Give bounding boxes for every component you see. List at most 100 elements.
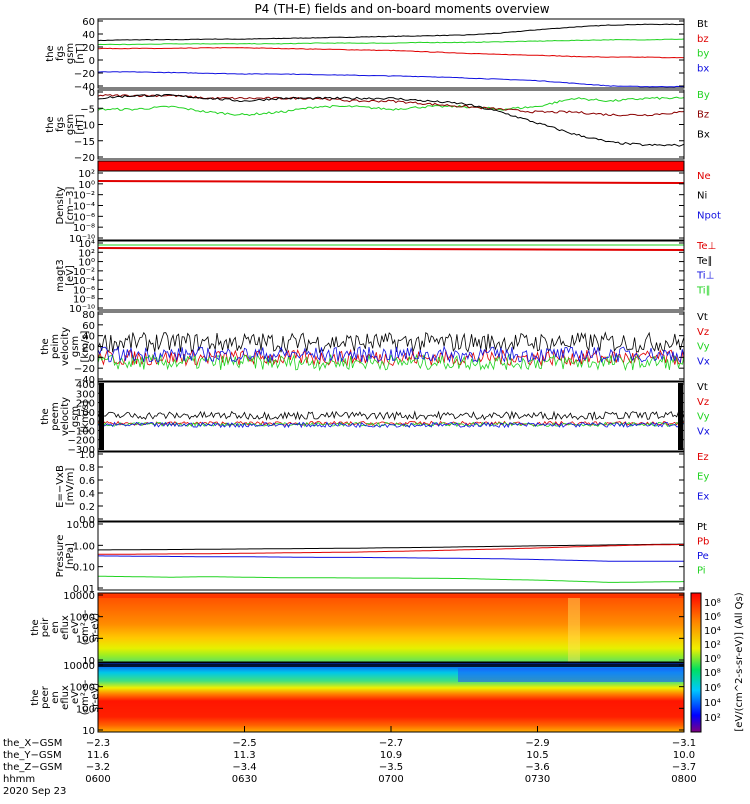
panel-frame-0 xyxy=(97,18,685,89)
ytick-label: 10⁻⁴ xyxy=(73,276,95,287)
ytick-label: 10⁻¹⁰ xyxy=(69,234,95,245)
legend-Vy: Vy xyxy=(697,342,710,353)
ytick-label: 0.6 xyxy=(79,476,95,487)
xrow-value: −2.7 xyxy=(379,738,403,749)
figure-title: P4 (TH-E) fields and on-board moments ov… xyxy=(254,2,549,16)
series-Pi xyxy=(97,575,684,583)
ylabel-text: peim xyxy=(50,334,61,359)
ytick-label: 10000 xyxy=(63,661,95,672)
series-Vx xyxy=(97,421,685,429)
ytick-label: 60 xyxy=(82,321,95,332)
ytick-label: 10⁻² xyxy=(73,191,95,202)
spec-darkline xyxy=(98,664,684,667)
ylabel-text: [nPa] xyxy=(65,543,76,569)
colorbar-tick: 10² xyxy=(704,713,721,724)
legend-Bz: Bz xyxy=(697,110,709,121)
ytick-label: 1.00 xyxy=(73,541,95,552)
xrow-value: 10.9 xyxy=(380,750,402,761)
legend-Pb: Pb xyxy=(697,537,709,548)
ylabel-text: magt3 xyxy=(55,259,66,292)
xrow-label: hhmm xyxy=(3,774,35,785)
xrow-value: −2.3 xyxy=(86,738,110,749)
ylabel-text: [km/s] xyxy=(80,330,91,362)
legend-by: by xyxy=(697,49,709,60)
ytick-label: 10⁻¹⁰ xyxy=(69,304,95,315)
xrow-value: −3.7 xyxy=(672,762,696,773)
colorbar-tick: 10⁴ xyxy=(704,698,721,709)
legend-Ni: Ni xyxy=(697,191,707,202)
series-by xyxy=(97,38,685,46)
legend-Ti∥: Ti∥ xyxy=(696,285,711,296)
ylabel-text: gsm xyxy=(65,114,76,135)
ylabel-text: Pressure xyxy=(55,535,66,578)
ytick-label: 40 xyxy=(82,332,95,343)
spectrogram-8 xyxy=(98,593,684,662)
ytick-label: 80 xyxy=(82,310,95,321)
legend-Ex: Ex xyxy=(697,491,709,502)
ylabel-text: the xyxy=(30,619,41,635)
ytick-label: 10⁻⁴ xyxy=(73,202,95,213)
ylabel-text: [eV] xyxy=(65,265,76,286)
gap-marker xyxy=(678,383,683,450)
xrow-value: 11.3 xyxy=(233,750,255,761)
ylabel-text: the xyxy=(30,689,41,705)
ylabel-text: eV xyxy=(70,691,81,704)
legend-Vt: Vt xyxy=(697,312,708,323)
ytick-label: 10⁰ xyxy=(78,180,95,191)
spec-patch xyxy=(458,668,684,682)
ytick-label: −40 xyxy=(74,82,95,93)
series-Pb xyxy=(98,544,684,555)
ytick-label: 0 xyxy=(89,56,95,67)
ytick-label: 1000 xyxy=(70,683,95,694)
xrow-value: −3.4 xyxy=(232,762,256,773)
legend-Vz: Vz xyxy=(697,397,709,408)
panel-frame-4 xyxy=(97,311,685,382)
legend-Pi: Pi xyxy=(697,566,706,577)
ylabel-text: en xyxy=(50,621,61,634)
ytick-label: −100 xyxy=(68,426,95,437)
ylabel-text: (cm²-s- xyxy=(80,679,91,715)
ytick-label: 10⁻⁸ xyxy=(73,223,95,234)
ytick-label: 10⁻⁸ xyxy=(73,295,95,306)
ytick-label: −200 xyxy=(68,436,95,447)
legend-Bt: Bt xyxy=(697,19,708,30)
xrow-value: −2.9 xyxy=(525,738,549,749)
ylabel-text: en xyxy=(50,691,61,704)
legend-bx: bx xyxy=(697,63,709,74)
ylabel-text: sr-eV) xyxy=(90,613,101,642)
ytick-label: 400 xyxy=(76,380,95,391)
panel-frame-5 xyxy=(97,381,685,452)
panel-frame-3 xyxy=(97,240,685,311)
legend-Ey: Ey xyxy=(697,472,709,483)
legend-Pt: Pt xyxy=(697,522,707,533)
series-bz xyxy=(97,47,685,59)
colorbar-label: [eV/(cm^2-s-sr-eV)] (All Qs) xyxy=(734,592,745,731)
xrow-label: the_X−GSM xyxy=(3,738,62,749)
ylabel-text: the xyxy=(45,116,56,132)
ylabel-text: velocity xyxy=(60,327,71,366)
colorbar-tick: 10⁰ xyxy=(704,654,721,665)
ytick-label: −40 xyxy=(74,375,95,386)
legend-Bx: Bx xyxy=(697,129,710,140)
ytick-label: 200 xyxy=(76,399,95,410)
legend-Te⊥: Te⊥ xyxy=(696,241,716,252)
legend-bz: bz xyxy=(697,34,709,45)
panel-frame-6 xyxy=(97,451,685,522)
ytick-label: −15 xyxy=(74,137,95,148)
ytick-label: 10⁻⁶ xyxy=(73,285,95,296)
ytick-label: 0.0 xyxy=(79,515,95,526)
ylabel-text: Density xyxy=(55,186,66,224)
legend-Pe: Pe xyxy=(697,551,709,562)
xrow-value: −3.2 xyxy=(86,762,110,773)
ytick-label: 10⁻⁶ xyxy=(73,212,95,223)
ytick-label: 10⁰ xyxy=(78,258,95,269)
ytick-label: 0.10 xyxy=(73,563,95,574)
series-flat xyxy=(97,180,685,184)
series-Vz xyxy=(97,420,685,427)
ytick-label: 10 xyxy=(82,656,95,667)
series-Vt xyxy=(97,410,685,421)
series-flat xyxy=(97,247,685,251)
ytick-label: 100 xyxy=(76,634,95,645)
colorbar-tick: 10² xyxy=(704,640,721,651)
